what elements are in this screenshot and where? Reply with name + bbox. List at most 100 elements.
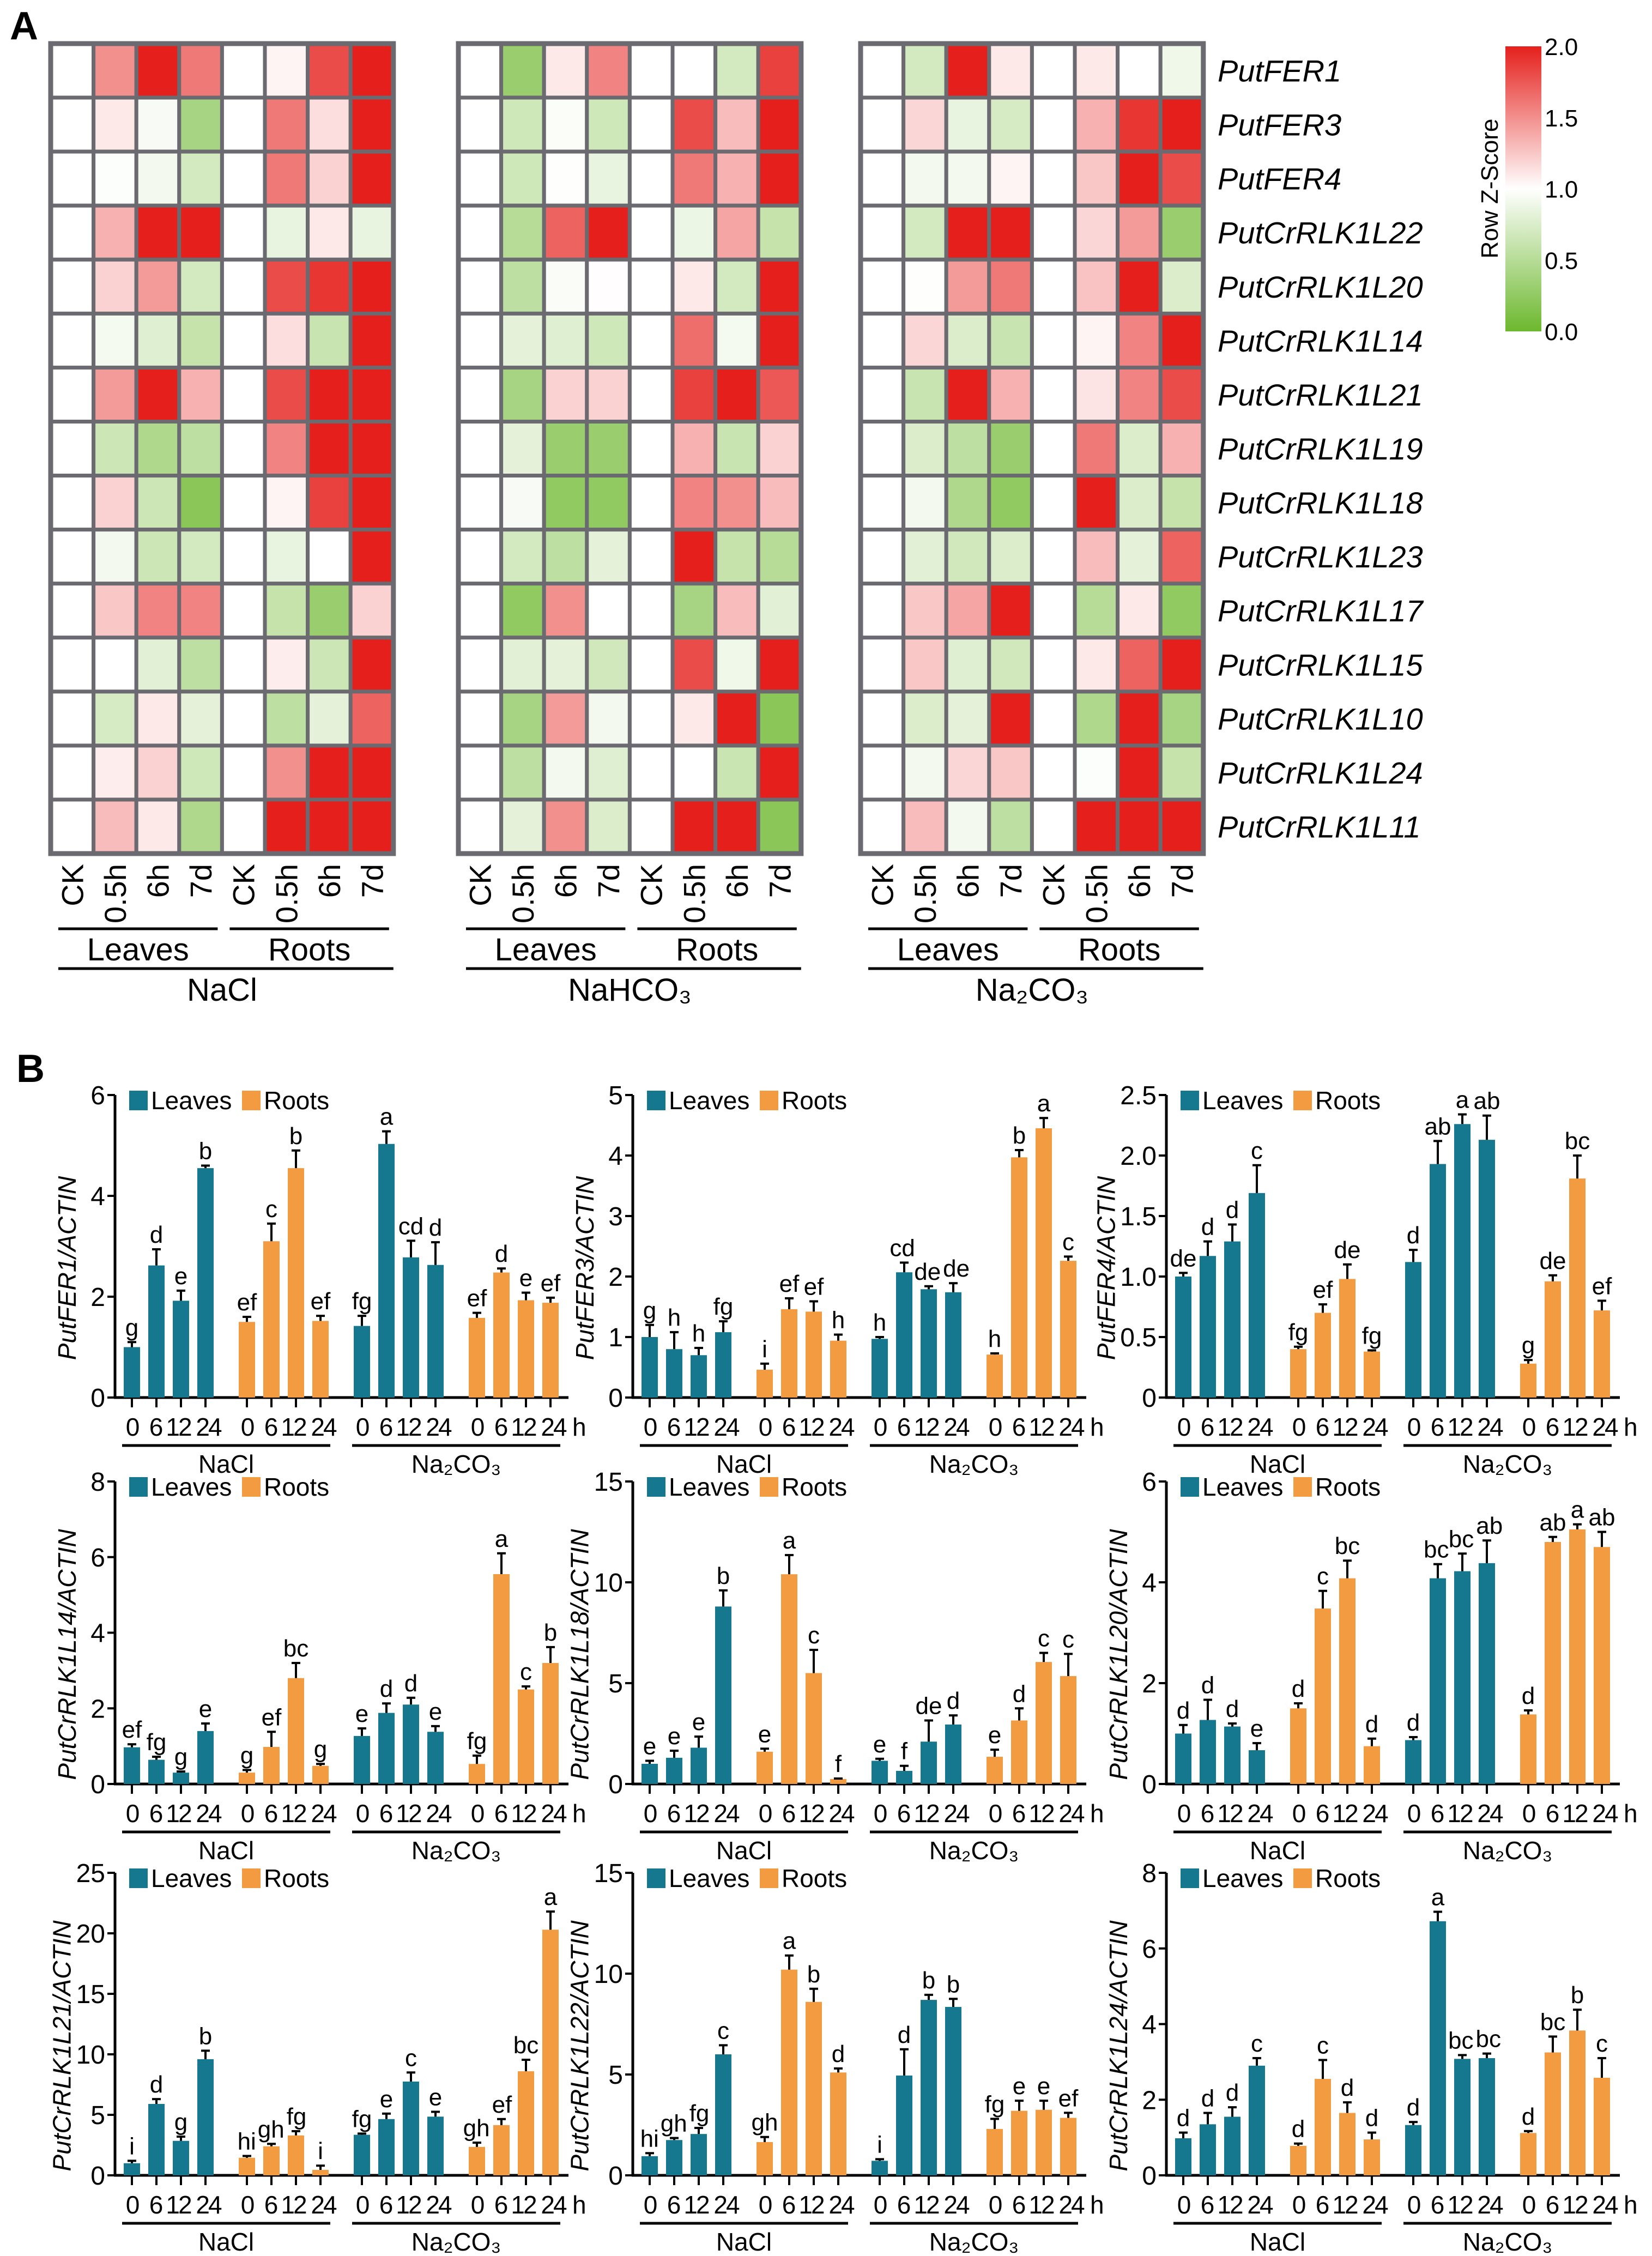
x-tick-label: 0	[356, 1413, 369, 1441]
x-tick-label: 24	[1477, 1413, 1503, 1441]
heatmap-cell	[756, 797, 803, 856]
significance-letter: fg	[287, 2103, 307, 2130]
x-tick-label: 6	[1201, 2191, 1214, 2219]
significance-letter: g	[643, 1297, 656, 1324]
bar-leaves	[1430, 1921, 1446, 2175]
heatmap-cell	[756, 149, 803, 208]
x-tick-label: 0	[1522, 1413, 1535, 1441]
y-axis-label: PutFER4/ACTIN	[1092, 1176, 1120, 1360]
x-tick-label: 6	[1012, 1413, 1025, 1441]
x-tick-label: 24	[541, 1413, 567, 1441]
x-tick-label: 0	[644, 2191, 657, 2219]
heatmap-cell	[348, 149, 396, 208]
heatmap-cell	[1030, 689, 1077, 748]
significance-letter: de	[916, 1692, 942, 1719]
significance-letter: i	[877, 2131, 882, 2158]
x-tick-label: 0	[644, 1413, 657, 1441]
heatmap-cell	[263, 528, 310, 586]
bar-roots	[1545, 2052, 1561, 2175]
bar-leaves	[148, 1265, 165, 1398]
heatmap-cell	[456, 365, 504, 424]
significance-letter: b	[199, 2023, 212, 2049]
x-tick-label: 6	[1431, 1799, 1444, 1828]
legend-label-roots: Roots	[1315, 1473, 1381, 1501]
colorbar-tick-label: 1.5	[1545, 105, 1578, 132]
bar-roots	[288, 1168, 304, 1398]
treatment-label: Na₂CO₃	[1463, 2228, 1552, 2256]
gene-label: PutCrRLK1L14	[1218, 324, 1423, 358]
significance-letter: e	[643, 1733, 656, 1759]
heatmap-cell	[456, 743, 504, 802]
significance-letter: d	[404, 1670, 417, 1697]
heatmap-cell	[858, 636, 906, 694]
x-tick-label: 6	[667, 1799, 680, 1828]
legend-swatch-roots	[1293, 1477, 1312, 1497]
gene-label: PutCrRLK1L10	[1218, 701, 1423, 736]
x-tick-label: 12	[281, 2191, 306, 2219]
x-tick-label: 0	[1407, 1413, 1420, 1441]
x-tick-label: 24	[426, 2191, 452, 2219]
y-tick-label: 1.5	[1120, 1202, 1157, 1231]
legend-swatch-leaves	[647, 1091, 665, 1110]
column-label: 6h	[951, 864, 985, 898]
y-tick-label: 15	[594, 1859, 623, 1888]
significance-letter: c	[1251, 2030, 1263, 2057]
x-tick-label: 12	[1028, 1413, 1054, 1441]
significance-letter: d	[1177, 1697, 1190, 1724]
significance-letter: d	[1365, 1711, 1378, 1738]
heatmap-cell	[263, 149, 310, 208]
heatmap-cell	[220, 528, 267, 586]
y-tick-label: 0	[90, 1770, 105, 1799]
x-unit-label: h	[1624, 1413, 1638, 1441]
bar-leaves	[1224, 1726, 1240, 1784]
heatmap-cell	[220, 689, 267, 748]
x-tick-label: 24	[1592, 1799, 1618, 1828]
heatmap-cell	[92, 743, 138, 802]
significance-letter: ab	[1540, 1509, 1566, 1536]
gene-label: PutCrRLK1L18	[1218, 486, 1423, 520]
heatmap-cell	[220, 41, 267, 100]
heatmap-cell	[944, 365, 991, 424]
x-tick-label: 12	[1562, 2191, 1588, 2219]
x-tick-label: 0	[644, 1799, 657, 1828]
heatmap-cell	[92, 311, 138, 370]
significance-letter: g	[174, 1744, 187, 1770]
heatmap-cell	[756, 257, 803, 316]
heatmap-cell	[944, 419, 991, 478]
x-tick-label: 6	[1316, 1413, 1329, 1441]
x-unit-label: h	[1624, 2191, 1638, 2219]
heatmap-cell	[670, 636, 718, 694]
heatmap-cell	[1030, 636, 1077, 694]
heatmap-cell	[987, 582, 1034, 640]
significance-letter: gh	[258, 2116, 285, 2143]
heatmap-cell	[901, 474, 948, 532]
x-tick-label: 12	[396, 1799, 421, 1828]
significance-letter: a	[544, 1884, 558, 1910]
bar-leaves	[1200, 1256, 1216, 1398]
bar-leaves	[642, 1337, 658, 1398]
legend-label-leaves: Leaves	[151, 1864, 232, 1892]
treatment-label: NaCl	[198, 1450, 254, 1478]
column-label: CK	[227, 864, 261, 906]
heatmap-cell	[263, 474, 310, 532]
heatmap-cell	[901, 689, 948, 748]
heatmap-cell	[348, 797, 396, 856]
x-tick-label: 12	[281, 1799, 306, 1828]
bar-leaves	[197, 1731, 214, 1784]
heatmap-cell	[987, 41, 1034, 100]
significance-letter: e	[199, 1696, 212, 1722]
x-unit-label: h	[1090, 2191, 1104, 2219]
bar-roots	[987, 1354, 1003, 1398]
gene-label: PutCrRLK1L11	[1218, 810, 1421, 844]
x-tick-label: 12	[281, 1413, 306, 1441]
heatmap-cell	[858, 743, 906, 802]
bar-roots	[312, 1765, 329, 1784]
y-tick-label: 5	[90, 2101, 105, 2130]
bar-leaves	[1249, 2065, 1265, 2175]
gene-label: PutCrRLK1L21	[1218, 378, 1423, 412]
heatmap-cell	[1116, 311, 1163, 370]
heatmap-cell	[49, 257, 96, 316]
bar-roots	[469, 1317, 485, 1398]
significance-letter: ef	[237, 1289, 257, 1316]
